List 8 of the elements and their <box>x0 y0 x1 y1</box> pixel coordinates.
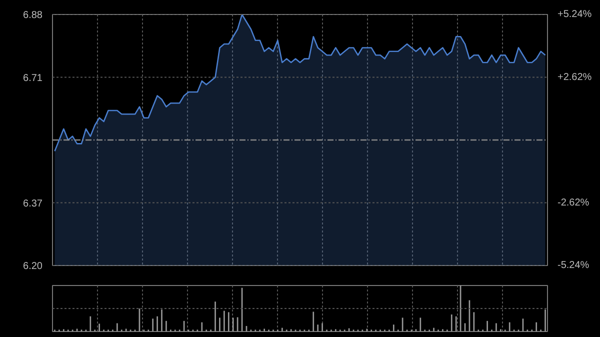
y2-tick-label: -2.62% <box>558 197 590 208</box>
y2-tick-label: +2.62% <box>558 72 592 83</box>
y-tick-label: 6.20 <box>23 261 43 272</box>
y2-tick-label: +5.24% <box>558 9 592 20</box>
y-tick-label: 6.71 <box>23 72 43 84</box>
y-tick-label: 6.88 <box>23 10 43 21</box>
y-tick-label: 6.37 <box>23 198 43 210</box>
y2-tick-label: -5.24% <box>558 260 590 271</box>
